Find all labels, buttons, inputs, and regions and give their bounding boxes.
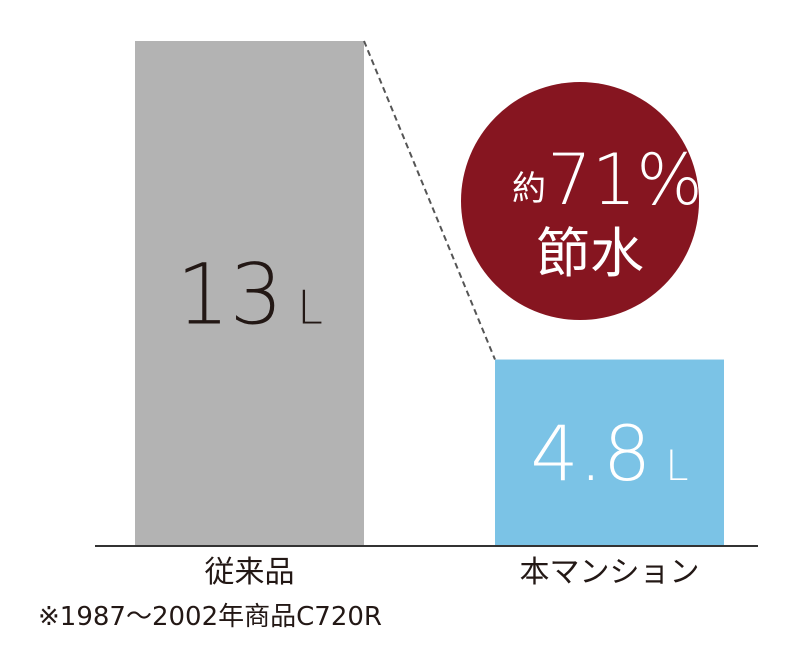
badge-label: 節水 bbox=[536, 222, 644, 285]
badge-prefix: 約 bbox=[512, 169, 546, 209]
badge-circle bbox=[461, 82, 699, 320]
bar-value-unit: L bbox=[665, 441, 688, 490]
category-label-2: 本マンション bbox=[520, 555, 700, 590]
bar-2 bbox=[495, 359, 724, 546]
badge-percent: 71% bbox=[547, 139, 703, 221]
bar-value-label-2: 4.8 L bbox=[530, 409, 688, 498]
connector-layer bbox=[363, 40, 496, 360]
bar-value-label-1: 13 L bbox=[176, 246, 323, 344]
category-label-1: 従来品 bbox=[205, 555, 295, 590]
bar-1 bbox=[135, 41, 364, 546]
bar-value-number: 13 bbox=[176, 246, 283, 344]
savings-badge: 約 71% 節水 bbox=[461, 82, 703, 320]
bars-layer bbox=[135, 41, 724, 546]
labels-layer: 13 L 従来品 4.8 L 本マンション bbox=[176, 246, 699, 590]
connector-line bbox=[363, 40, 496, 360]
footnote: ※1987〜2002年商品C720R bbox=[38, 602, 382, 632]
bar-value-number: 4.8 bbox=[530, 409, 651, 498]
bar-value-unit: L bbox=[297, 281, 323, 335]
